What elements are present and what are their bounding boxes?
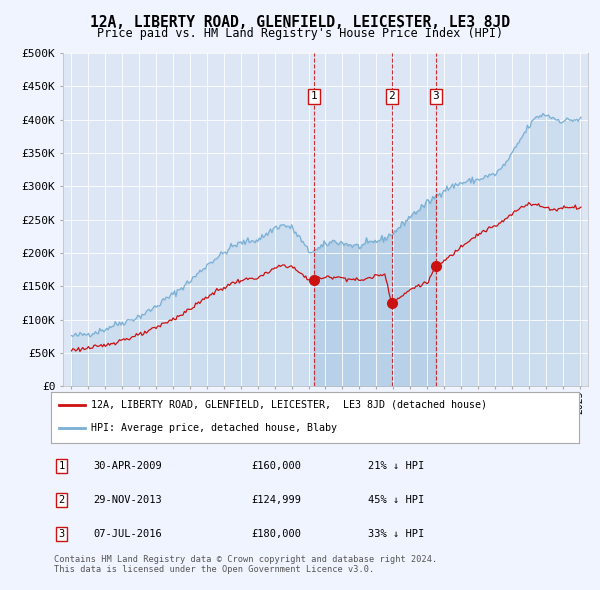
Text: 12A, LIBERTY ROAD, GLENFIELD, LEICESTER, LE3 8JD: 12A, LIBERTY ROAD, GLENFIELD, LEICESTER,… [90,15,510,30]
Text: £160,000: £160,000 [251,461,302,471]
Text: £180,000: £180,000 [251,529,302,539]
Text: HPI: Average price, detached house, Blaby: HPI: Average price, detached house, Blab… [91,424,337,434]
Text: 07-JUL-2016: 07-JUL-2016 [93,529,162,539]
Text: 3: 3 [433,91,439,101]
Text: Contains HM Land Registry data © Crown copyright and database right 2024.
This d: Contains HM Land Registry data © Crown c… [54,555,437,574]
Text: 12A, LIBERTY ROAD, GLENFIELD, LEICESTER,  LE3 8JD (detached house): 12A, LIBERTY ROAD, GLENFIELD, LEICESTER,… [91,400,487,410]
Text: 30-APR-2009: 30-APR-2009 [93,461,162,471]
Text: 21% ↓ HPI: 21% ↓ HPI [368,461,424,471]
Text: 33% ↓ HPI: 33% ↓ HPI [368,529,424,539]
Text: 45% ↓ HPI: 45% ↓ HPI [368,495,424,505]
Text: 1: 1 [58,461,65,471]
Text: 1: 1 [311,91,317,101]
Text: 2: 2 [58,495,65,505]
Text: 2: 2 [388,91,395,101]
Text: 3: 3 [58,529,65,539]
Text: Price paid vs. HM Land Registry's House Price Index (HPI): Price paid vs. HM Land Registry's House … [97,27,503,40]
Text: £124,999: £124,999 [251,495,302,505]
Text: 29-NOV-2013: 29-NOV-2013 [93,495,162,505]
